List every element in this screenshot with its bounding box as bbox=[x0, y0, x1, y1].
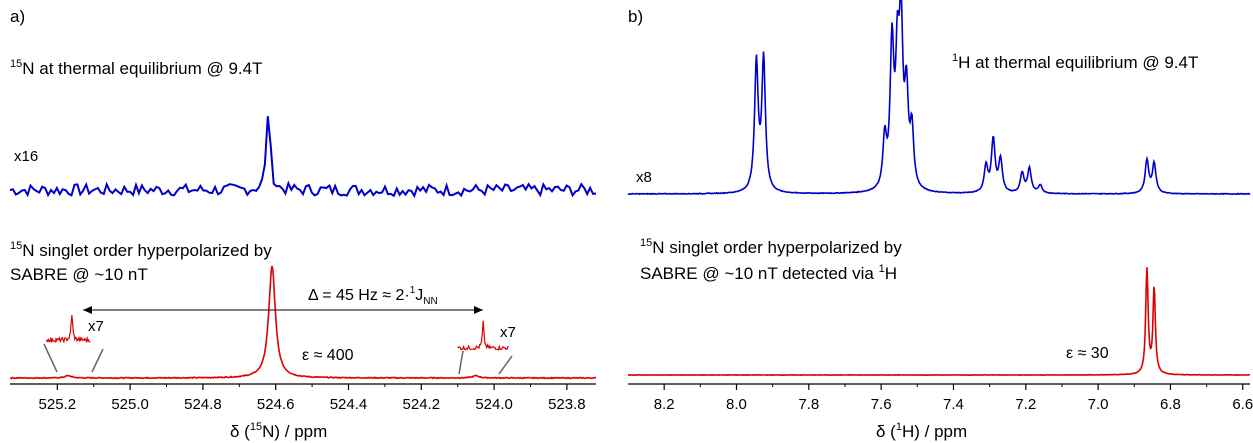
panel-b-tick-label: 6.6 bbox=[1232, 396, 1253, 413]
panel-a-thermal-spectrum bbox=[9, 116, 597, 199]
panel-a-tick-label: 524.8 bbox=[184, 396, 222, 413]
panel-b: b) 1H at thermal equilibrium @ 9.4T x8 1… bbox=[627, 0, 1253, 441]
panel-a-inset-left bbox=[45, 315, 91, 344]
panel-a-inset-right bbox=[457, 320, 509, 351]
panel-b-label: b) bbox=[628, 7, 643, 26]
panel-b-hyper-label-line2: SABRE @ ~10 nT detected via 1H bbox=[640, 263, 897, 283]
panel-b-thermal-spectrum bbox=[627, 0, 1251, 196]
panel-a: a) 15N at thermal equilibrium @ 9.4T x16… bbox=[9, 7, 597, 441]
panel-a-hyper-label-line2: SABRE @ ~10 nT bbox=[10, 265, 148, 284]
panel-b-hyper-spectrum bbox=[627, 267, 1251, 377]
panel-a-hyper-spectrum bbox=[9, 265, 597, 380]
panel-b-tick-label: 7.8 bbox=[798, 396, 819, 413]
panel-b-tick-label: 7.6 bbox=[871, 396, 892, 413]
panel-b-tick-label: 7.4 bbox=[943, 396, 964, 413]
panel-a-tick-label: 525.0 bbox=[111, 396, 149, 413]
panel-a-tick-label: 524.0 bbox=[475, 396, 513, 413]
panel-a-inset-left-leader-1 bbox=[43, 343, 58, 373]
panel-a-inset-left-leader-2 bbox=[91, 348, 104, 373]
panel-a-inset-left-label: x7 bbox=[88, 318, 104, 335]
panel-a-inset-right-leader-1 bbox=[458, 350, 464, 375]
panel-a-label: a) bbox=[10, 7, 25, 26]
panel-a-tick-label: 524.2 bbox=[403, 396, 441, 413]
panel-a-coupling-arrowhead-left bbox=[83, 306, 92, 314]
panel-b-thermal-label: 1H at thermal equilibrium @ 9.4T bbox=[952, 52, 1198, 72]
panel-b-enhancement-label: ε ≈ 30 bbox=[1066, 345, 1109, 362]
panel-b-tick-label: 6.8 bbox=[1160, 396, 1181, 413]
panel-a-thermal-scale-label: x16 bbox=[14, 148, 38, 165]
panel-b-tick-label: 8.2 bbox=[654, 396, 675, 413]
panel-a-hyper-label-line1: 15N singlet order hyperpolarized by bbox=[10, 240, 272, 260]
panel-a-enhancement-label: ε ≈ 400 bbox=[302, 347, 354, 364]
panel-b-hyper-label-line1: 15N singlet order hyperpolarized by bbox=[640, 237, 902, 257]
panel-b-tick-label: 7.2 bbox=[1015, 396, 1036, 413]
panel-b-thermal-scale-label: x8 bbox=[636, 169, 652, 186]
panel-a-tick-label: 524.4 bbox=[330, 396, 368, 413]
panel-a-inset-right-label: x7 bbox=[500, 324, 516, 341]
panel-a-tick-label: 524.6 bbox=[257, 396, 295, 413]
panel-a-ticks: 525.2 525.0 524.8 524.6 524.4 524.2 524.0 523.8 bbox=[39, 384, 586, 413]
panel-b-tick-label: 7.0 bbox=[1088, 396, 1109, 413]
panel-a-inset-right-leader-2 bbox=[498, 355, 513, 375]
panel-a-thermal-label: 15N at thermal equilibrium @ 9.4T bbox=[10, 58, 262, 78]
panel-b-x-axis-label: δ (1H) / ppm bbox=[876, 421, 967, 441]
panel-a-tick-label: 525.2 bbox=[39, 396, 77, 413]
panel-a-coupling-arrowhead-right bbox=[474, 306, 483, 314]
panel-a-tick-label: 523.8 bbox=[548, 396, 586, 413]
panel-b-tick-label: 8.0 bbox=[726, 396, 747, 413]
panel-b-ticks: 8.2 8.0 7.8 7.6 7.4 7.2 7.0 6.8 6.6 bbox=[654, 384, 1253, 413]
panel-a-x-axis-label: δ (15N) / ppm bbox=[230, 421, 327, 441]
panel-a-coupling-label: Δ = 45 Hz ≈ 2·1JNN bbox=[308, 285, 438, 307]
